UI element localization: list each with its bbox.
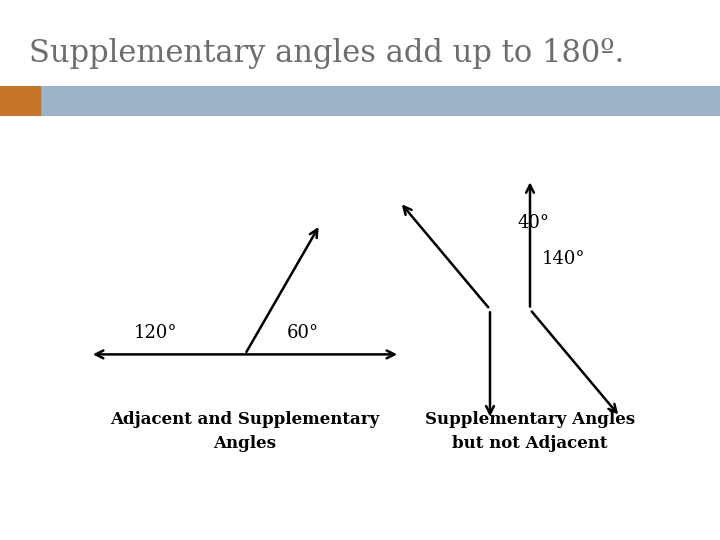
Text: 40°: 40° bbox=[518, 214, 550, 232]
Text: 140°: 140° bbox=[542, 251, 585, 268]
Bar bbox=[0, 86, 40, 116]
Text: Supplementary angles add up to 180º.: Supplementary angles add up to 180º. bbox=[29, 38, 624, 69]
Text: 120°: 120° bbox=[133, 325, 176, 342]
Text: Supplementary Angles
but not Adjacent: Supplementary Angles but not Adjacent bbox=[425, 411, 635, 452]
Text: Adjacent and Supplementary
Angles: Adjacent and Supplementary Angles bbox=[110, 411, 379, 452]
Text: 60°: 60° bbox=[287, 325, 319, 342]
